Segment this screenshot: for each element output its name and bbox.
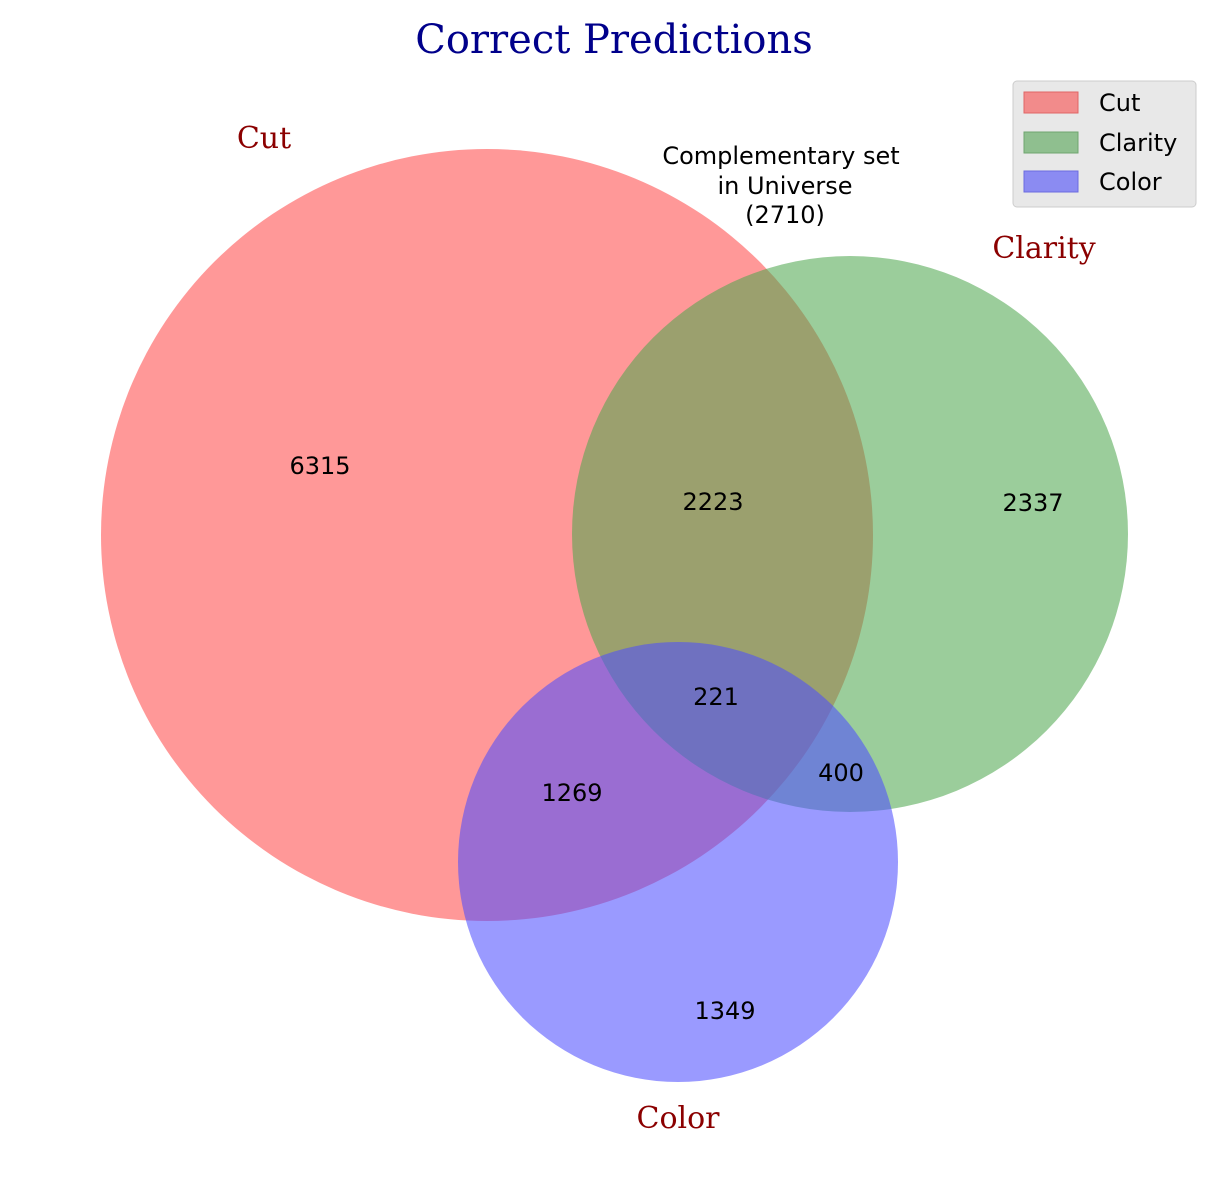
complement-annotation: Complementary set in Universe (2710) — [662, 142, 899, 229]
set-label-clarity: Clarity — [992, 231, 1095, 266]
color-circle — [458, 642, 898, 1082]
legend-swatch-clarity — [1023, 131, 1079, 154]
set-circles — [101, 149, 1128, 1082]
complement-line-1: Complementary set — [662, 142, 899, 170]
legend: Cut Clarity Color — [1012, 80, 1197, 208]
region-count-all-three: 221 — [693, 683, 739, 711]
chart-title: Correct Predictions — [415, 17, 813, 63]
set-label-color: Color — [636, 1101, 720, 1136]
region-count-cut-color: 1269 — [541, 779, 602, 807]
region-count-clarity-only: 2337 — [1002, 489, 1063, 517]
legend-label-cut: Cut — [1099, 89, 1140, 117]
legend-swatch-cut — [1023, 91, 1079, 114]
legend-label-color: Color — [1099, 168, 1162, 196]
region-count-color-only: 1349 — [694, 997, 755, 1025]
region-count-cut-only: 6315 — [289, 452, 350, 480]
complement-line-2: in Universe — [717, 172, 852, 200]
region-count-cut-clarity: 2223 — [682, 488, 743, 516]
set-label-cut: Cut — [237, 121, 291, 156]
complement-line-3: (2710) — [745, 201, 825, 229]
legend-swatch-color — [1023, 170, 1079, 193]
legend-label-clarity: Clarity — [1099, 129, 1177, 157]
region-count-clarity-color: 400 — [818, 759, 864, 787]
